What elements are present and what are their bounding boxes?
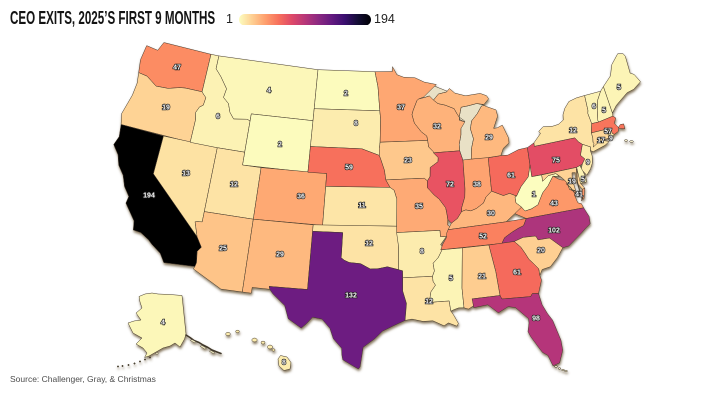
- svg-text:5: 5: [581, 177, 585, 184]
- svg-text:4: 4: [161, 320, 165, 327]
- svg-text:43: 43: [550, 201, 558, 208]
- svg-text:8: 8: [420, 249, 424, 256]
- svg-text:98: 98: [532, 316, 540, 323]
- svg-text:102: 102: [548, 228, 560, 235]
- svg-text:194: 194: [143, 193, 155, 200]
- svg-text:30: 30: [487, 211, 495, 218]
- svg-text:12: 12: [569, 128, 577, 135]
- svg-text:5: 5: [602, 108, 606, 115]
- svg-text:4: 4: [267, 88, 271, 95]
- svg-text:8: 8: [354, 121, 358, 128]
- svg-text:47: 47: [173, 65, 181, 72]
- svg-text:38: 38: [473, 182, 481, 189]
- svg-text:61: 61: [513, 270, 521, 277]
- svg-text:6: 6: [592, 104, 596, 111]
- svg-text:41: 41: [575, 192, 583, 199]
- svg-text:21: 21: [478, 274, 486, 281]
- svg-text:9: 9: [609, 136, 613, 143]
- svg-text:19: 19: [568, 179, 576, 186]
- svg-text:132: 132: [345, 293, 357, 300]
- svg-text:5: 5: [617, 85, 621, 92]
- svg-text:6: 6: [216, 114, 220, 121]
- svg-text:20: 20: [537, 248, 545, 255]
- svg-text:52: 52: [479, 234, 487, 241]
- svg-text:57: 57: [604, 129, 612, 136]
- svg-text:29: 29: [485, 135, 493, 142]
- svg-text:19: 19: [162, 105, 170, 112]
- svg-text:13: 13: [182, 171, 190, 178]
- svg-text:29: 29: [276, 252, 284, 259]
- svg-text:11: 11: [358, 203, 366, 210]
- svg-text:17: 17: [597, 138, 605, 145]
- svg-text:75: 75: [552, 158, 560, 165]
- svg-text:8: 8: [282, 360, 286, 367]
- svg-text:12: 12: [425, 299, 433, 306]
- svg-text:2: 2: [344, 91, 348, 98]
- svg-text:25: 25: [219, 246, 227, 253]
- svg-text:23: 23: [404, 158, 412, 165]
- svg-text:9: 9: [586, 160, 590, 167]
- svg-text:5: 5: [449, 276, 453, 283]
- svg-text:36: 36: [297, 194, 305, 201]
- svg-text:61: 61: [507, 173, 515, 180]
- svg-text:35: 35: [415, 204, 423, 211]
- svg-text:32: 32: [433, 124, 441, 131]
- svg-text:72: 72: [446, 182, 454, 189]
- svg-text:12: 12: [365, 241, 373, 248]
- svg-text:2: 2: [278, 142, 282, 149]
- svg-text:37: 37: [397, 105, 405, 112]
- svg-text:59: 59: [345, 165, 353, 172]
- svg-text:1: 1: [532, 192, 536, 199]
- svg-text:12: 12: [230, 182, 238, 189]
